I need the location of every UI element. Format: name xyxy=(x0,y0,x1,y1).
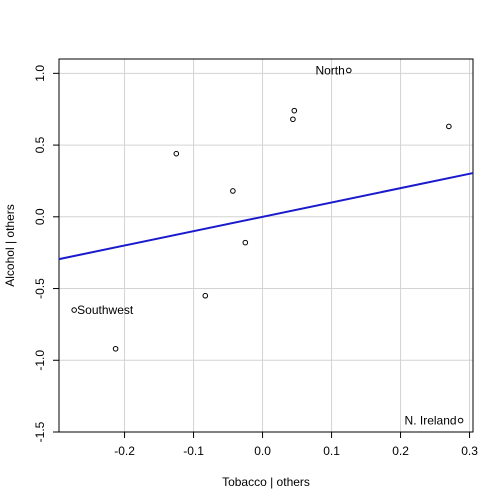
data-point xyxy=(457,417,464,424)
y-tick-label: -1.0 xyxy=(33,350,47,371)
data-point xyxy=(346,67,352,74)
data-point xyxy=(446,123,452,130)
y-tick-label: -1.5 xyxy=(33,421,47,442)
points-group: North Southwest N. Ireland xyxy=(71,63,464,428)
y-tick-label: 1.0 xyxy=(33,65,47,82)
x-tick-label: -0.1 xyxy=(183,444,204,458)
x-tick-label: 0.0 xyxy=(254,444,271,458)
data-point xyxy=(112,345,119,352)
data-point xyxy=(230,188,236,194)
regression-line-group xyxy=(58,172,474,261)
data-point xyxy=(291,107,298,114)
plot-frame xyxy=(58,58,474,433)
x-axis: -0.2 -0.1 0.0 0.1 0.2 0.3 xyxy=(114,432,478,458)
data-point xyxy=(173,150,180,157)
y-tick-label: 0.5 xyxy=(33,136,47,153)
x-tick-label: 0.3 xyxy=(461,444,478,458)
data-point xyxy=(202,292,209,299)
y-tick-label: 0.0 xyxy=(33,208,47,225)
y-tick-label: -0.5 xyxy=(33,278,47,299)
data-point xyxy=(290,116,296,123)
y-axis: -1.5 -1.0 -0.5 0.0 0.5 1.0 xyxy=(33,65,59,442)
point-label: North xyxy=(315,63,344,77)
point-label: Southwest xyxy=(77,303,134,317)
y-axis-label: Alcohol | others xyxy=(3,204,17,287)
x-tick-label: -0.2 xyxy=(114,444,135,458)
point-label: N. Ireland xyxy=(405,414,457,428)
x-tick-label: 0.1 xyxy=(323,444,340,458)
data-point xyxy=(242,239,249,246)
x-axis-label: Tobacco | others xyxy=(222,475,310,489)
data-point xyxy=(71,307,77,313)
x-tick-label: 0.2 xyxy=(392,444,409,458)
regression-line xyxy=(58,172,474,261)
